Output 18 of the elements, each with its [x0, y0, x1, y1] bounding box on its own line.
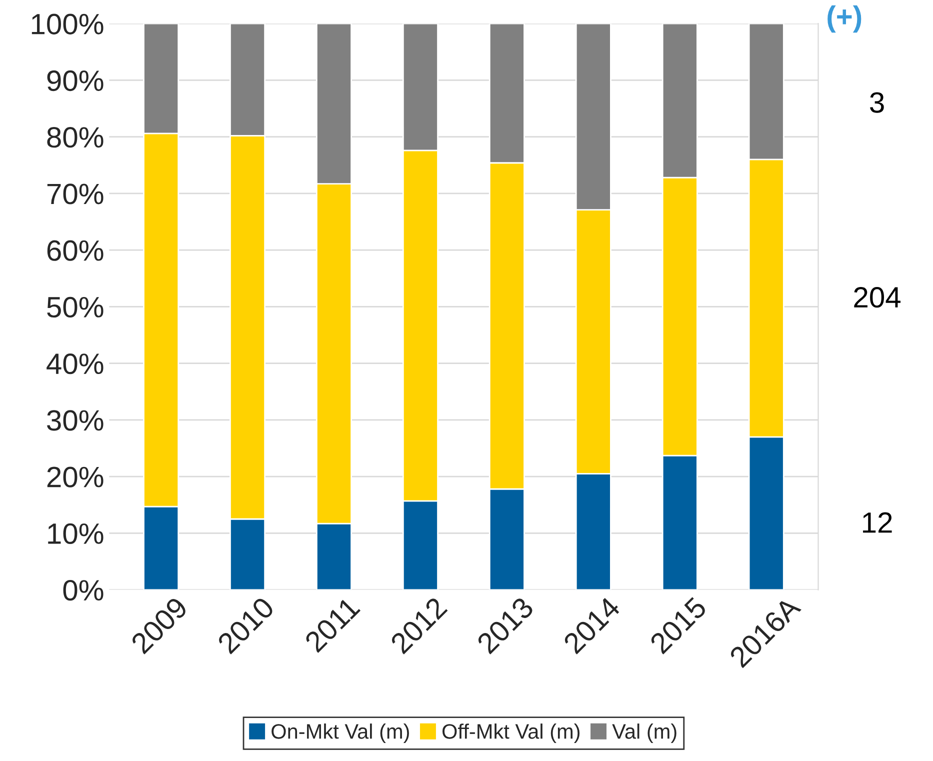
text: 12 — [863, 512, 892, 533]
y-tick-label: 10% — [48, 523, 104, 544]
y-tick-label: 70% — [47, 184, 104, 204]
y-tick-label: 50% — [47, 296, 104, 318]
y-tick-label: 60% — [47, 240, 104, 261]
legend-label: Val (m) — [612, 724, 676, 743]
y-tick-label: 40% — [46, 354, 104, 374]
y-tick-label: 20% — [47, 466, 104, 488]
legend-label: Off-Mkt Val (m) — [442, 724, 580, 743]
y-tick-label: 0% — [63, 580, 104, 601]
y-tick-label: 90% — [47, 70, 104, 92]
y-tick-label: 100% — [32, 14, 104, 34]
text: 3 — [870, 92, 884, 113]
legend-label: On-Mkt Val (m) — [272, 724, 409, 743]
text: (+) — [828, 5, 862, 33]
text: 204 — [854, 287, 900, 308]
y-tick-label: 30% — [47, 410, 104, 431]
y-tick-label: 80% — [47, 127, 104, 148]
